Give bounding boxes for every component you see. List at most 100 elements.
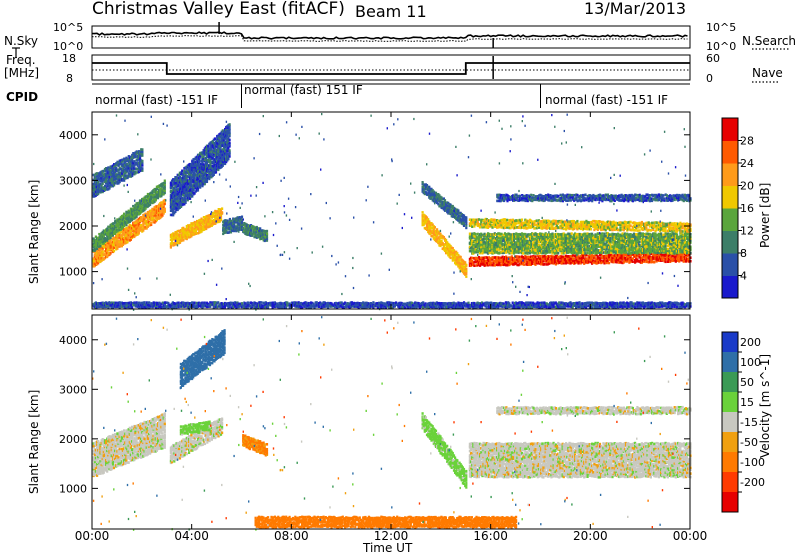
heatmap-cell-band-4 bbox=[199, 164, 202, 168]
heatmap-cell-band-4 bbox=[226, 141, 229, 145]
heatmap-cell-band-2 bbox=[120, 172, 124, 175]
heatmap-cell-band-6 bbox=[261, 229, 264, 232]
heatmap-cell-band-3 bbox=[203, 216, 207, 219]
heatmap-cell-band-9 bbox=[537, 256, 540, 259]
heatmap-cell-band-4 bbox=[221, 136, 224, 139]
heatmap-cell-band-0 bbox=[120, 244, 123, 248]
heatmap-cell-band-9 bbox=[563, 258, 566, 262]
heatmap-cell-band-4 bbox=[221, 156, 224, 159]
heatmap-cell-band-0 bbox=[142, 224, 145, 228]
heatmap-cell-band-10 bbox=[609, 237, 612, 240]
heatmap-cell-band-2 bbox=[131, 174, 134, 178]
heatmap-cell-band-3 bbox=[185, 229, 188, 232]
heatmap-cell-band-3 bbox=[201, 228, 204, 232]
heatmap-cell-band-0 bbox=[110, 242, 113, 245]
heatmap-cell-band-4 bbox=[210, 161, 213, 164]
heatmap-cell-band-10 bbox=[522, 252, 525, 255]
heatmap-cell-band-0 bbox=[112, 246, 116, 250]
heatmap-cell-band-7 bbox=[436, 237, 439, 240]
heatmap-cell-band-0 bbox=[115, 245, 118, 249]
heatmap-cell-band-2 bbox=[141, 169, 144, 172]
heatmap-cell-band-0 bbox=[119, 239, 122, 243]
heatmap-cell-band-8 bbox=[436, 193, 439, 196]
heatmap-cell-band-9 bbox=[500, 259, 503, 262]
cpid-label: CPID bbox=[6, 90, 38, 104]
heatmap-cell-band-4 bbox=[175, 179, 178, 182]
heatmap-cell-band-5 bbox=[229, 219, 233, 223]
heatmap-cell-band-0 bbox=[145, 215, 148, 219]
heatmap-cell-band-4 bbox=[177, 195, 180, 198]
heatmap-cell-band-0 bbox=[115, 241, 118, 245]
heatmap-cell-band-4 bbox=[178, 175, 181, 178]
heatmap-cell-band-6 bbox=[247, 225, 250, 229]
heatmap-cell-band-4 bbox=[227, 139, 230, 143]
heatmap-cell-band-0 bbox=[98, 256, 101, 260]
heatmap-cell-band-9 bbox=[534, 257, 537, 260]
heatmap-cell-band-4 bbox=[227, 126, 230, 129]
heatmap-cell-band-2 bbox=[108, 176, 111, 179]
heatmap-cell-band-4 bbox=[207, 155, 210, 159]
heatmap-cell-band-4 bbox=[170, 194, 174, 198]
heatmap-cell-band-1 bbox=[154, 197, 157, 201]
heatmap-cell-band-8 bbox=[425, 184, 429, 187]
heatmap-cell-band-2 bbox=[127, 174, 130, 178]
heatmap-cell-band-1 bbox=[154, 187, 157, 191]
heatmap-cell-band-9 bbox=[480, 256, 483, 260]
heatmap-cell-band-4 bbox=[228, 123, 231, 126]
heatmap-cell-band-4 bbox=[222, 158, 225, 162]
heatmap-cell-band-4 bbox=[226, 153, 229, 156]
heatmap-cell-band-4 bbox=[170, 190, 174, 193]
heatmap-cell-band-3 bbox=[174, 241, 177, 244]
heatmap-cell-band-2 bbox=[109, 185, 112, 188]
heatmap-cell-band-3 bbox=[191, 226, 194, 230]
heatmap-cell-band-4 bbox=[176, 190, 179, 193]
heatmap-cell-band-2 bbox=[94, 172, 97, 176]
heatmap-cell-band-4 bbox=[222, 162, 225, 165]
heatmap-cell-band-0 bbox=[154, 205, 157, 208]
heatmap-cell-band-4 bbox=[226, 137, 229, 141]
heatmap-cell-band-2 bbox=[120, 163, 124, 166]
heatmap-cell-band-9 bbox=[494, 260, 497, 263]
heatmap-cell-band-0 bbox=[163, 202, 166, 206]
heatmap-cell-band-4 bbox=[208, 175, 211, 179]
heatmap-cell-band-0 bbox=[154, 214, 157, 217]
heatmap-cell-band-3 bbox=[216, 213, 219, 217]
heatmap-cell-band-4 bbox=[174, 210, 177, 213]
heatmap-cell-band-4 bbox=[191, 195, 194, 198]
heatmap-cell-band-6 bbox=[265, 232, 269, 236]
heatmap-cell-band-8 bbox=[447, 204, 450, 207]
heatmap-cell-band-4 bbox=[213, 167, 216, 170]
heatmap-cell-band-4 bbox=[183, 190, 186, 193]
heatmap-cell-band-5 bbox=[233, 223, 236, 226]
heatmap-cell-band-9 bbox=[561, 255, 564, 259]
heatmap-cell-band-4 bbox=[183, 169, 186, 173]
heatmap-cell-band-1 bbox=[150, 196, 153, 200]
heatmap-cell-band-4 bbox=[207, 167, 210, 170]
heatmap-cell-band-2 bbox=[127, 159, 130, 163]
heatmap-cell-band-0 bbox=[98, 250, 101, 253]
heatmap-cell-band-0 bbox=[112, 239, 116, 243]
heatmap-cell-band-4 bbox=[182, 189, 185, 193]
heatmap-cell-band-4 bbox=[175, 206, 178, 210]
heatmap-cell-band-2 bbox=[136, 159, 139, 162]
heatmap-cell-band-4 bbox=[186, 165, 189, 169]
heatmap-cell-band-7 bbox=[451, 251, 454, 255]
heatmap-cell-band-4 bbox=[184, 199, 187, 202]
heatmap-cell-band-2 bbox=[115, 174, 118, 178]
heatmap-cell-band-7 bbox=[458, 257, 461, 260]
heatmap-cell-band-4 bbox=[209, 162, 212, 166]
heatmap-cell-band-4 bbox=[216, 155, 219, 159]
heatmap-cell-band-4 bbox=[182, 203, 185, 206]
heatmap-cell-band-9 bbox=[491, 256, 494, 259]
heatmap-cell-band-2 bbox=[134, 170, 137, 174]
nsky-label: N.Sky bbox=[4, 34, 38, 48]
heatmap-cell-band-0 bbox=[128, 239, 131, 242]
heatmap-cell-band-1 bbox=[93, 241, 96, 244]
heatmap-cell-band-9 bbox=[531, 259, 534, 263]
heatmap-cell-band-4 bbox=[173, 180, 176, 183]
heatmap-cell-band-3 bbox=[191, 224, 194, 227]
heatmap-cell-band-3 bbox=[189, 230, 192, 233]
heatmap-cell-band-10 bbox=[557, 251, 560, 255]
heatmap-cell-band-0 bbox=[115, 240, 118, 243]
heatmap-cell-band-0 bbox=[137, 230, 140, 233]
